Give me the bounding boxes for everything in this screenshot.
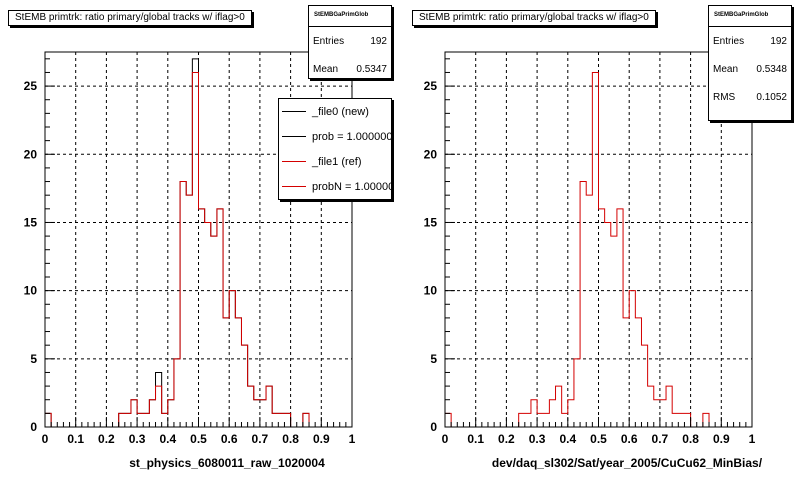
left-title-box: StEMB primtrk: ratio primary/global trac… bbox=[8, 10, 252, 26]
left-stats-mean-value: 0.5347 bbox=[356, 63, 387, 75]
left-x-tick-label-6: 0.6 bbox=[221, 432, 238, 446]
right-x-tick-label-8: 0.8 bbox=[682, 432, 699, 446]
legend-swatch-black-2 bbox=[282, 136, 306, 137]
legend-item-file0: _file0 (new) bbox=[279, 99, 391, 124]
legend-label-file0: _file0 (new) bbox=[312, 105, 369, 118]
right-title: StEMB primtrk: ratio primary/global trac… bbox=[419, 12, 649, 23]
left-x-tick-label-1: 0.1 bbox=[67, 432, 84, 446]
right-x-tick-label-6: 0.6 bbox=[621, 432, 638, 446]
right-x-tick-label-3: 0.3 bbox=[529, 432, 546, 446]
left-stats-entries-row: Entries 192 bbox=[309, 27, 391, 55]
right-y-tick-label-5: 25 bbox=[424, 79, 438, 93]
left-x-tick-label-3: 0.3 bbox=[129, 432, 146, 446]
legend-label-probn: probN = 1.000000 bbox=[312, 180, 392, 193]
right-stats-entries-row: Entries 192 bbox=[709, 27, 791, 55]
legend-label-file1: _file1 (ref) bbox=[312, 155, 362, 168]
right-x-tick-label-10: 1 bbox=[749, 432, 756, 446]
left-x-tick-label-9: 0.9 bbox=[313, 432, 330, 446]
right-stats-mean-row: Mean 0.5348 bbox=[709, 55, 791, 83]
legend-label-prob: prob = 1.000000 bbox=[312, 130, 392, 143]
left-y-tick-label-4: 20 bbox=[24, 147, 38, 161]
right-x-tick-label-9: 0.9 bbox=[713, 432, 730, 446]
right-x-tick-label-5: 0.5 bbox=[590, 432, 607, 446]
left-title: StEMB primtrk: ratio primary/global trac… bbox=[15, 12, 245, 23]
left-x-tick-label-0: 0 bbox=[42, 432, 49, 446]
right-x-tick-label-7: 0.7 bbox=[652, 432, 669, 446]
right-x-tick-label-1: 0.1 bbox=[467, 432, 484, 446]
right-stats-rms-row: RMS 0.1052 bbox=[709, 83, 791, 111]
right-x-tick-label-2: 0.2 bbox=[498, 432, 515, 446]
right-y-tick-label-2: 10 bbox=[424, 284, 438, 298]
right-stats-mean-label: Mean bbox=[713, 63, 739, 75]
right-stats-rms-value: 0.1052 bbox=[756, 91, 787, 103]
right-stats-entries-label: Entries bbox=[713, 35, 745, 47]
right-y-tick-label-3: 15 bbox=[424, 215, 438, 229]
left-stats-entries-value: 192 bbox=[370, 35, 387, 47]
right-y-tick-label-0: 0 bbox=[430, 420, 437, 434]
left-y-tick-label-1: 5 bbox=[30, 352, 37, 366]
legend-swatch-red-2 bbox=[282, 186, 306, 187]
left-x-tick-label-7: 0.7 bbox=[252, 432, 269, 446]
right-x-tick-label-4: 0.4 bbox=[559, 432, 576, 446]
legend-swatch-black bbox=[282, 111, 306, 112]
legend-item-file1: _file1 (ref) bbox=[279, 149, 391, 174]
left-y-tick-label-3: 15 bbox=[24, 215, 38, 229]
left-y-tick-label-0: 0 bbox=[30, 420, 37, 434]
left-stats-mean-row: Mean 0.5347 bbox=[309, 55, 391, 83]
left-stats-header: StEMBGaPrimGlob bbox=[309, 6, 391, 27]
right-series-0-histogram bbox=[444, 71, 752, 428]
right-stats-mean-value: 0.5348 bbox=[756, 63, 787, 75]
right-stats-entries-value: 192 bbox=[770, 35, 787, 47]
left-y-tick-label-2: 10 bbox=[24, 284, 38, 298]
legend-item-probn: probN = 1.000000 bbox=[279, 174, 391, 199]
legend-swatch-red bbox=[282, 161, 306, 162]
right-stats-box: StEMBGaPrimGlob Entries 192 Mean 0.5348 … bbox=[708, 5, 792, 121]
left-x-tick-label-2: 0.2 bbox=[98, 432, 115, 446]
right-x-tick-label-0: 0 bbox=[442, 432, 449, 446]
left-legend: _file0 (new) prob = 1.000000 _file1 (ref… bbox=[278, 98, 392, 200]
left-stats-box: StEMBGaPrimGlob Entries 192 Mean 0.5347 bbox=[308, 5, 392, 79]
right-title-box: StEMB primtrk: ratio primary/global trac… bbox=[412, 10, 656, 26]
left-y-tick-label-5: 25 bbox=[24, 79, 38, 93]
left-x-tick-label-10: 1 bbox=[349, 432, 356, 446]
left-x-tick-label-5: 0.5 bbox=[190, 432, 207, 446]
right-y-tick-label-4: 20 bbox=[424, 147, 438, 161]
left-stats-mean-label: Mean bbox=[313, 63, 339, 75]
legend-item-prob: prob = 1.000000 bbox=[279, 124, 391, 149]
right-stats-header: StEMBGaPrimGlob bbox=[709, 6, 791, 27]
right-x-axis-label: dev/daq_sl302/Sat/year_2005/CuCu62_MinBi… bbox=[492, 456, 763, 470]
left-x-axis-label: st_physics_6080011_raw_1020004 bbox=[129, 456, 325, 470]
right-y-tick-label-1: 5 bbox=[430, 352, 437, 366]
left-x-tick-label-4: 0.4 bbox=[159, 432, 176, 446]
left-x-tick-label-8: 0.8 bbox=[282, 432, 299, 446]
right-stats-rms-label: RMS bbox=[713, 91, 736, 103]
left-stats-entries-label: Entries bbox=[313, 35, 345, 47]
